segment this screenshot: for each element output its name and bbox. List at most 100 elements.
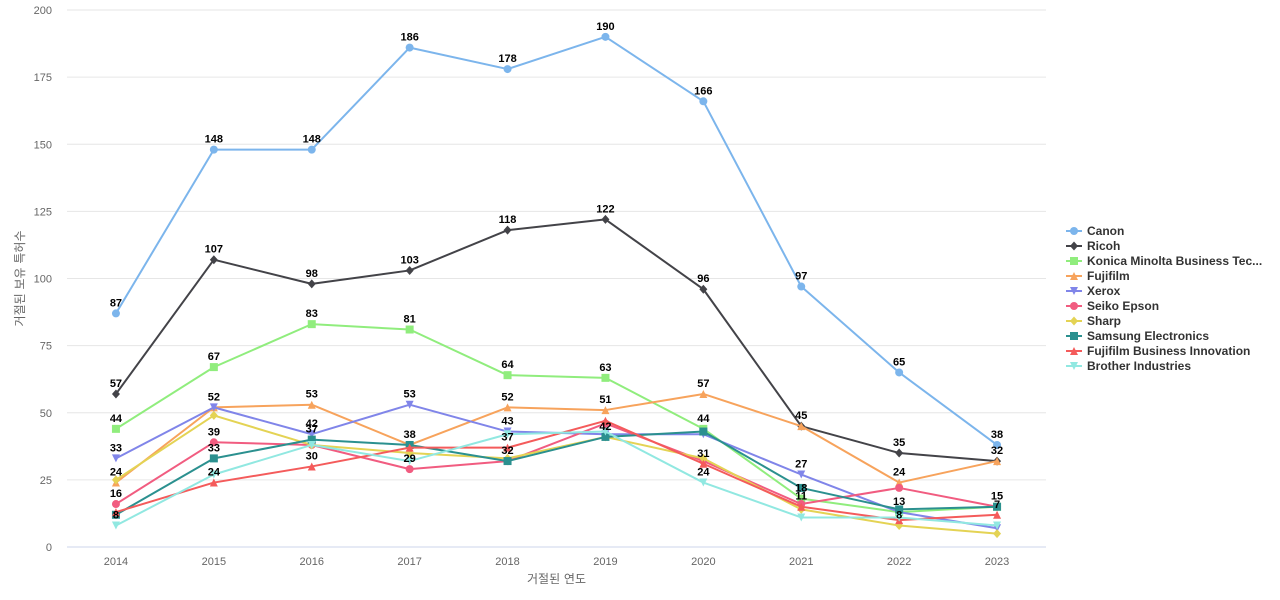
data-point-seiko-epson[interactable]: [209, 438, 218, 447]
x-tick-label: 2015: [202, 556, 226, 568]
data-label-fujifilm: 57: [697, 378, 709, 390]
data-point-fujifilm[interactable]: [503, 403, 512, 412]
data-point-samsung-electronics[interactable]: [895, 505, 904, 514]
data-point-fujifilm-business-innovation[interactable]: [601, 416, 610, 425]
data-point-fujifilm-business-innovation[interactable]: [993, 510, 1002, 519]
data-point-canon[interactable]: [993, 440, 1002, 449]
data-point-brother-industries[interactable]: [307, 440, 316, 449]
data-label-canon: 97: [795, 271, 807, 283]
data-point-fujifilm-business-innovation[interactable]: [209, 478, 218, 487]
data-point-konica-minolta-business-tec[interactable]: [307, 320, 316, 329]
data-point-fujifilm-business-innovation[interactable]: [503, 443, 512, 452]
data-point-brother-industries[interactable]: [797, 513, 806, 522]
data-point-ricoh[interactable]: [601, 214, 610, 224]
data-point-fujifilm[interactable]: [797, 422, 806, 431]
series-line-fujifilm: [114, 392, 999, 484]
data-point-samsung-electronics[interactable]: [993, 502, 1002, 511]
data-point-konica-minolta-business-tec[interactable]: [111, 424, 120, 433]
legend-item-konica-minolta-business-tec[interactable]: Konica Minolta Business Tec...: [1066, 254, 1262, 268]
legend-item-seiko-epson[interactable]: Seiko Epson: [1066, 299, 1159, 313]
data-point-fujifilm-business-innovation[interactable]: [699, 459, 708, 468]
y-tick-label: 175: [34, 72, 52, 84]
data-point-brother-industries[interactable]: [699, 478, 708, 487]
data-point-ricoh[interactable]: [209, 255, 218, 265]
legend-item-fujifilm[interactable]: Fujifilm: [1066, 269, 1130, 283]
data-point-ricoh[interactable]: [111, 389, 120, 399]
data-point-brother-industries[interactable]: [993, 521, 1002, 530]
data-point-sharp[interactable]: [699, 453, 708, 463]
data-point-xerox[interactable]: [209, 403, 218, 412]
legend-item-brother-industries[interactable]: Brother Industries: [1066, 359, 1191, 373]
data-point-ricoh[interactable]: [405, 265, 414, 275]
data-point-seiko-epson[interactable]: [895, 483, 904, 492]
data-point-konica-minolta-business-tec[interactable]: [601, 373, 610, 382]
data-point-canon[interactable]: [797, 282, 806, 291]
data-point-samsung-electronics[interactable]: [797, 483, 806, 492]
legend-marker: [1070, 316, 1078, 326]
data-label-fujifilm-business-innovation: 31: [697, 448, 709, 460]
data-label-ricoh: 122: [596, 203, 614, 215]
data-point-fujifilm-business-innovation[interactable]: [797, 502, 806, 511]
data-point-brother-industries[interactable]: [895, 513, 904, 522]
data-point-konica-minolta-business-tec[interactable]: [209, 363, 218, 372]
data-label-konica-minolta-business-tec: 81: [404, 314, 416, 326]
data-point-canon[interactable]: [307, 145, 316, 154]
data-label-fujifilm-business-innovation: 24: [208, 467, 221, 479]
data-point-ricoh[interactable]: [895, 448, 904, 458]
data-point-canon[interactable]: [601, 32, 610, 41]
data-label-fujifilm-business-innovation: 7: [994, 499, 1000, 511]
legend-marker: [1070, 272, 1078, 280]
data-point-fujifilm-business-innovation[interactable]: [111, 508, 120, 517]
data-point-fujifilm[interactable]: [307, 400, 316, 409]
data-point-fujifilm[interactable]: [699, 389, 708, 398]
data-point-samsung-electronics[interactable]: [307, 435, 316, 444]
data-label-fujifilm-business-innovation: 11: [795, 491, 807, 503]
data-point-sharp[interactable]: [111, 475, 120, 485]
data-point-samsung-electronics[interactable]: [601, 432, 610, 441]
data-point-canon[interactable]: [209, 145, 218, 154]
legend-item-samsung-electronics[interactable]: Samsung Electronics: [1066, 329, 1209, 343]
data-label-xerox: 42: [306, 418, 318, 430]
data-point-canon[interactable]: [503, 65, 512, 74]
data-point-sharp[interactable]: [209, 410, 218, 420]
data-point-samsung-electronics[interactable]: [209, 454, 218, 463]
data-point-brother-industries[interactable]: [503, 430, 512, 439]
data-point-konica-minolta-business-tec[interactable]: [405, 325, 414, 334]
data-point-xerox[interactable]: [405, 400, 414, 409]
legend-item-fujifilm-business-innovation[interactable]: Fujifilm Business Innovation: [1066, 344, 1250, 358]
data-point-xerox[interactable]: [307, 430, 316, 439]
data-point-seiko-epson[interactable]: [111, 500, 120, 509]
data-point-fujifilm-business-innovation[interactable]: [307, 462, 316, 471]
data-point-brother-industries[interactable]: [209, 470, 218, 479]
legend-item-xerox[interactable]: Xerox: [1066, 284, 1121, 298]
data-point-konica-minolta-business-tec[interactable]: [797, 494, 806, 503]
legend-item-ricoh[interactable]: Ricoh: [1066, 239, 1120, 253]
data-point-canon[interactable]: [699, 97, 708, 106]
data-point-xerox[interactable]: [797, 470, 806, 479]
data-point-fujifilm[interactable]: [993, 457, 1002, 466]
data-point-xerox[interactable]: [111, 454, 120, 463]
data-label-konica-minolta-business-tec: 44: [697, 413, 710, 425]
data-point-samsung-electronics[interactable]: [699, 427, 708, 436]
data-label-canon: 87: [110, 297, 122, 309]
x-tick-label: 2023: [985, 556, 1009, 568]
data-point-brother-industries[interactable]: [405, 457, 414, 466]
legend-item-sharp[interactable]: Sharp: [1066, 314, 1121, 328]
data-point-fujifilm[interactable]: [601, 406, 610, 415]
data-point-ricoh[interactable]: [307, 279, 316, 289]
data-point-fujifilm-business-innovation[interactable]: [405, 443, 414, 452]
data-point-seiko-epson[interactable]: [405, 465, 414, 474]
legend-item-canon[interactable]: Canon: [1066, 224, 1124, 238]
data-point-brother-industries[interactable]: [111, 521, 120, 530]
data-point-ricoh[interactable]: [699, 284, 708, 294]
data-point-konica-minolta-business-tec[interactable]: [503, 371, 512, 380]
data-point-canon[interactable]: [111, 309, 120, 318]
data-point-sharp[interactable]: [993, 529, 1002, 539]
data-label-sharp: 8: [896, 510, 902, 522]
data-point-canon[interactable]: [895, 368, 904, 377]
data-point-canon[interactable]: [405, 43, 414, 52]
data-point-brother-industries[interactable]: [601, 427, 610, 436]
data-point-samsung-electronics[interactable]: [503, 457, 512, 466]
data-point-ricoh[interactable]: [503, 225, 512, 235]
